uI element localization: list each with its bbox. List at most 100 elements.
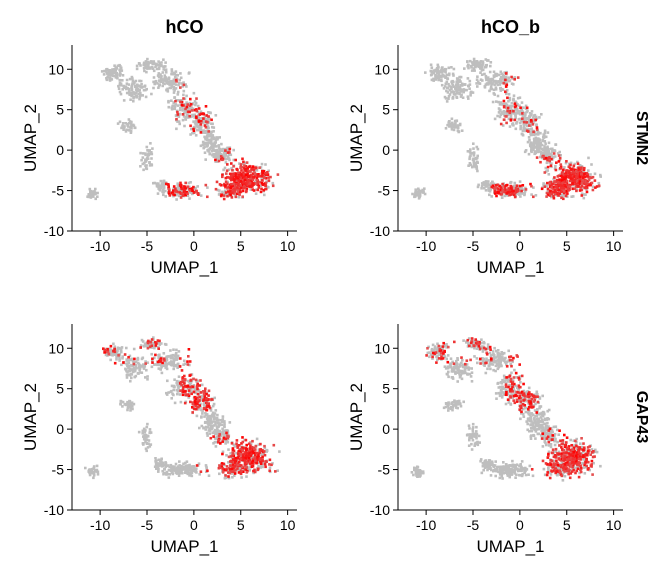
scatter-point <box>489 85 493 88</box>
scatter-point <box>162 190 165 194</box>
scatter-point <box>480 65 483 68</box>
scatter-point <box>193 108 197 112</box>
scatter-point <box>217 435 221 438</box>
scatter-point <box>205 420 209 424</box>
scatter-point <box>267 179 271 182</box>
scatter-point <box>501 394 504 398</box>
scatter-point <box>503 360 507 364</box>
scatter-point <box>452 128 456 132</box>
scatter-point <box>100 70 104 73</box>
scatter-point <box>561 194 565 198</box>
scatter-point <box>560 175 564 178</box>
scatter-point <box>249 466 252 469</box>
scatter-point <box>233 184 236 187</box>
scatter-point <box>140 371 144 374</box>
scatter-point <box>131 77 134 80</box>
scatter-point <box>138 96 142 99</box>
scatter-point <box>245 181 248 185</box>
scatter-point <box>546 165 550 169</box>
scatter-point <box>150 66 154 69</box>
scatter-point <box>239 166 242 169</box>
scatter-point <box>249 450 253 454</box>
scatter-point <box>492 88 496 92</box>
scatter-point <box>448 72 451 76</box>
scatter-point <box>155 342 158 345</box>
scatter-point <box>91 191 95 194</box>
scatter-point <box>169 356 173 360</box>
scatter-point <box>258 458 262 462</box>
scatter-point <box>243 459 247 463</box>
scatter-point <box>259 462 263 465</box>
scatter-point <box>546 187 550 191</box>
scatter-point <box>267 169 270 173</box>
scatter-point <box>140 158 143 162</box>
scatter-point <box>171 361 174 365</box>
scatter-point <box>142 88 146 92</box>
scatter-point <box>550 192 554 196</box>
scatter-point <box>116 76 119 80</box>
scatter-point <box>476 161 479 164</box>
scatter-point <box>431 343 435 347</box>
scatter-point <box>521 117 524 120</box>
scatter-point <box>108 347 111 351</box>
scatter-point <box>142 443 145 446</box>
scatter-point <box>195 189 198 193</box>
scatter-point <box>155 459 158 463</box>
scatter-point <box>562 184 565 187</box>
scatter-point <box>453 119 457 123</box>
scatter-point <box>113 64 116 67</box>
scatter-point <box>159 357 163 360</box>
scatter-point <box>552 152 556 155</box>
scatter-point <box>218 183 222 186</box>
scatter-point <box>500 351 503 354</box>
scatter-point <box>467 337 471 340</box>
scatter-point <box>207 111 210 114</box>
scatter-point <box>201 131 205 134</box>
scatter-point <box>557 160 561 163</box>
scatter-point <box>173 96 176 99</box>
scatter-point <box>519 121 522 125</box>
scatter-point <box>455 359 458 363</box>
scatter-point <box>176 354 180 358</box>
scatter-point <box>530 130 533 134</box>
scatter-point <box>457 365 460 369</box>
scatter-point <box>140 85 144 89</box>
scatter-point <box>129 363 133 367</box>
scatter-point <box>555 185 558 189</box>
scatter-point <box>182 115 186 118</box>
scatter-point <box>208 141 211 144</box>
scatter-point <box>257 452 260 456</box>
scatter-point <box>248 451 251 455</box>
scatter-point <box>233 459 237 463</box>
scatter-point <box>194 123 197 126</box>
scatter-point <box>429 63 433 67</box>
scatter-point <box>191 192 194 196</box>
scatter-point <box>145 145 149 149</box>
scatter-point <box>543 150 546 153</box>
scatter-point <box>524 104 528 108</box>
scatter-point <box>228 172 232 176</box>
scatter-point <box>505 121 508 125</box>
scatter-point <box>447 66 451 70</box>
scatter-point <box>208 432 212 435</box>
scatter-point <box>210 122 213 125</box>
scatter-point <box>138 84 141 88</box>
scatter-point <box>254 454 257 457</box>
scatter-point <box>126 122 129 126</box>
scatter-point <box>417 193 421 197</box>
scatter-point <box>220 148 224 151</box>
scatter-point <box>218 192 221 196</box>
scatter-point <box>522 188 526 192</box>
scatter-point <box>226 151 230 154</box>
scatter-point <box>129 131 133 134</box>
scatter-point <box>217 159 221 163</box>
scatter-point <box>221 158 224 162</box>
scatter-point <box>542 152 545 155</box>
scatter-point <box>179 357 182 360</box>
scatter-point <box>226 180 230 184</box>
scatter-point <box>189 400 192 404</box>
scatter-point <box>177 184 180 188</box>
scatter-point <box>233 180 236 184</box>
scatter-point <box>472 67 476 70</box>
scatter-point <box>527 409 531 413</box>
